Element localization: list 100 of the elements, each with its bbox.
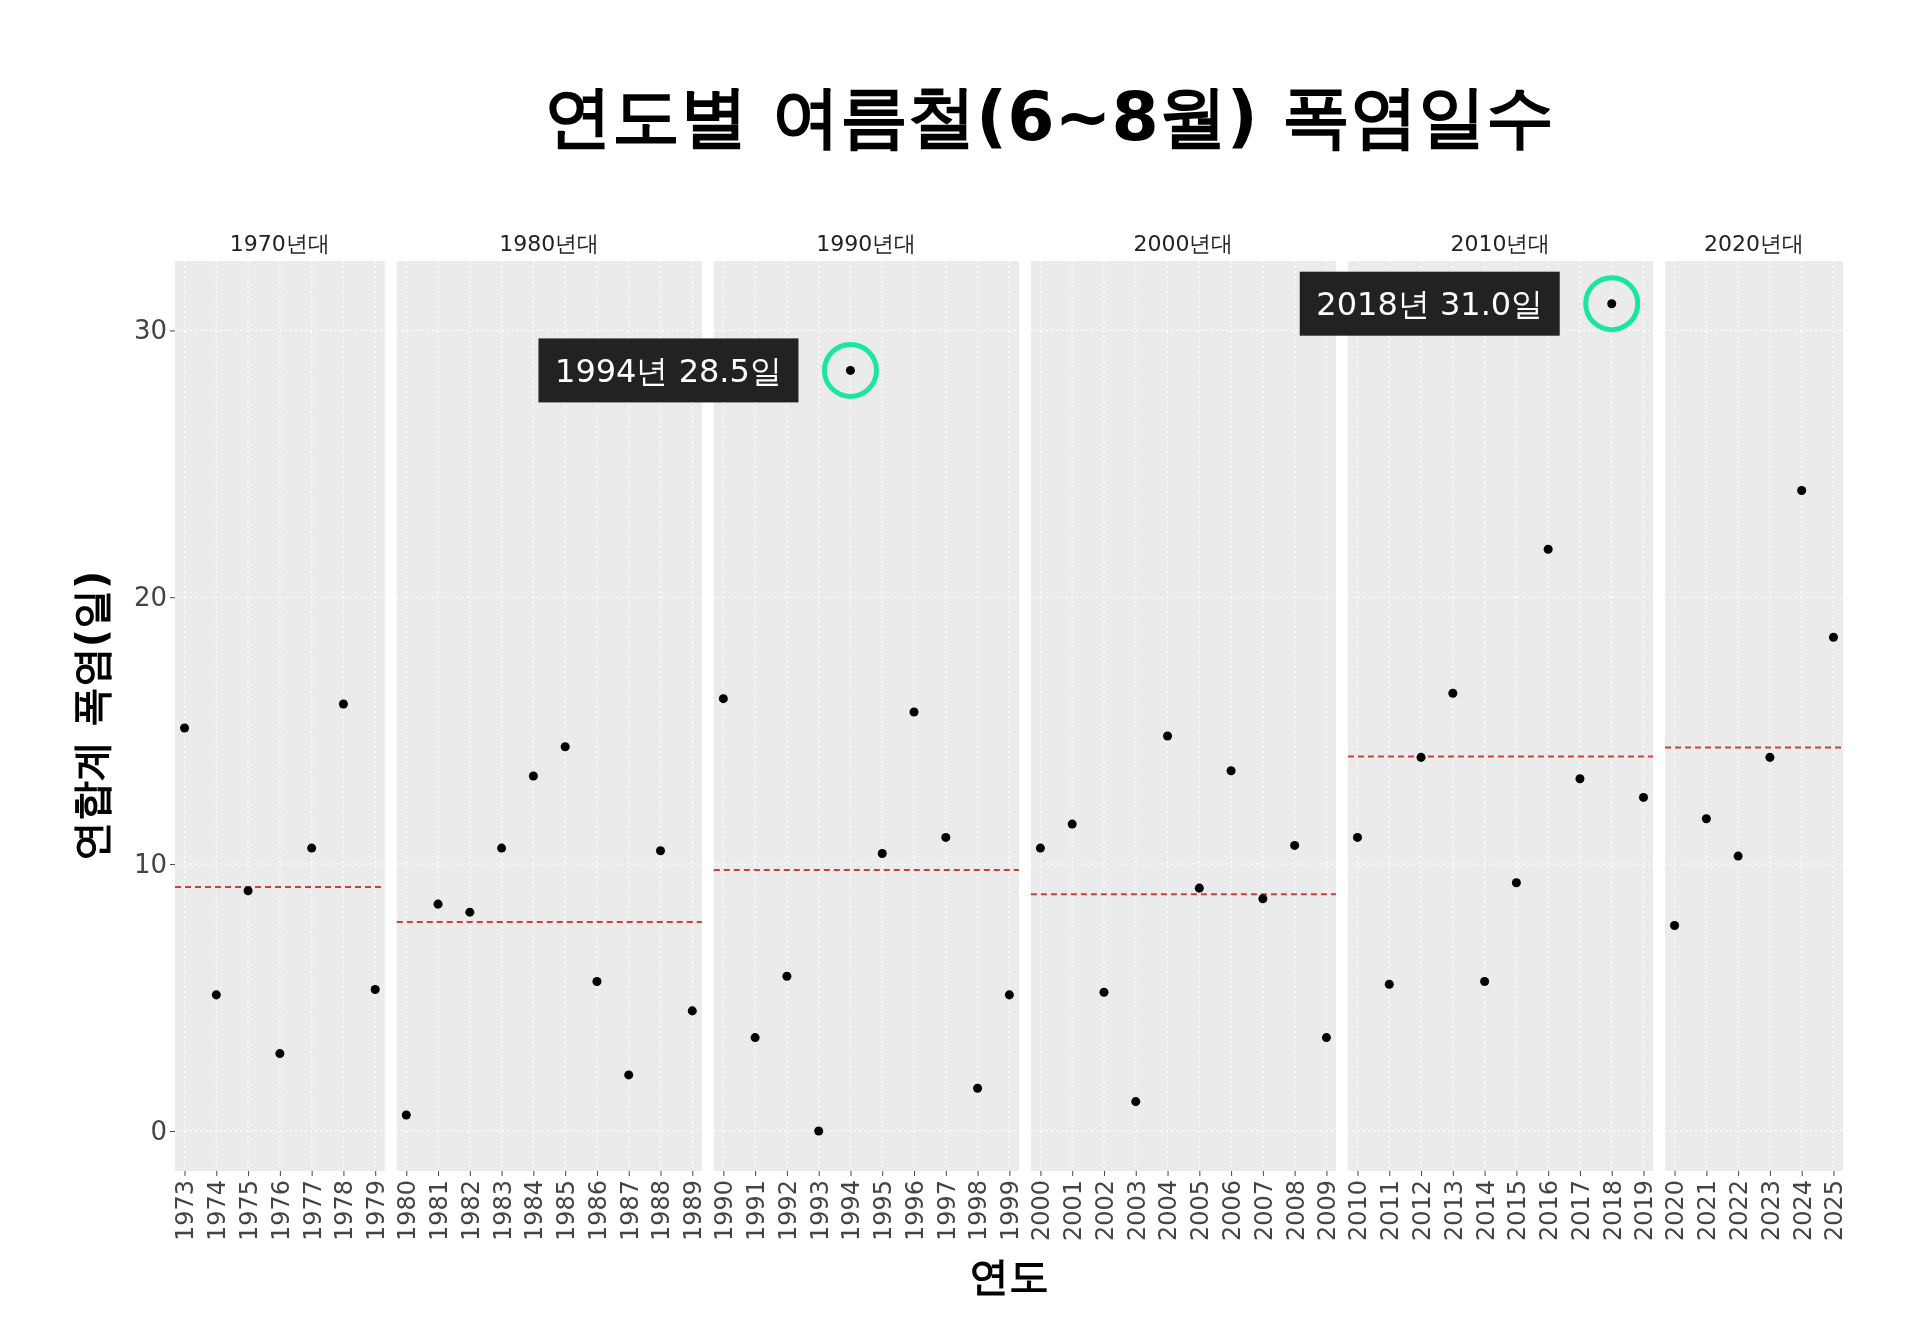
chart-subtitle: 2000년대 xyxy=(1133,231,1234,256)
point xyxy=(1131,1097,1141,1107)
x-tick-label: 1990 xyxy=(710,1180,739,1242)
point xyxy=(941,832,951,842)
point xyxy=(1067,819,1077,829)
point xyxy=(307,843,317,853)
chart-subtitle: 1980년대 xyxy=(499,231,600,256)
point xyxy=(718,694,728,704)
point xyxy=(1194,883,1204,893)
x-tick-label: 1993 xyxy=(805,1180,834,1242)
x-tick-label: 2022 xyxy=(1725,1180,1754,1242)
x-tick-label: 1985 xyxy=(552,1180,581,1242)
x-tick-label: 1986 xyxy=(583,1180,612,1242)
point xyxy=(1448,688,1458,698)
point xyxy=(1797,486,1807,496)
annotation: 1994년 28.5일 xyxy=(555,351,782,390)
point xyxy=(275,1049,285,1059)
chart-subtitle: 1990년대 xyxy=(816,231,917,256)
x-tick-label: 1996 xyxy=(900,1180,929,1242)
point xyxy=(973,1083,983,1093)
x-tick-label: 2021 xyxy=(1693,1180,1722,1242)
x-tick-label: 1988 xyxy=(647,1180,676,1242)
point xyxy=(211,990,221,1000)
x-tick-label: 2013 xyxy=(1439,1180,1468,1242)
x-tick-label: 2005 xyxy=(1186,1180,1215,1242)
y-tick-label: 20 xyxy=(133,582,167,613)
x-tick-label: 2004 xyxy=(1154,1180,1183,1242)
point xyxy=(814,1126,824,1136)
x-tick-label: 2008 xyxy=(1281,1180,1310,1242)
x-tick-label: 1987 xyxy=(615,1180,644,1242)
x-tick-label: 1995 xyxy=(869,1180,898,1242)
x-tick-label: 2016 xyxy=(1535,1180,1564,1242)
x-tick-label: 1994 xyxy=(837,1180,866,1242)
x-tick-label: 1998 xyxy=(964,1180,993,1242)
x-tick-label: 2011 xyxy=(1376,1180,1405,1242)
x-tick-label: 1979 xyxy=(362,1180,391,1242)
y-tick-label: 30 xyxy=(133,315,167,346)
point xyxy=(1226,766,1236,776)
point xyxy=(909,707,919,717)
point xyxy=(1511,878,1521,888)
point xyxy=(1480,977,1490,987)
x-tick-label: 2000 xyxy=(1027,1180,1056,1242)
annotation: 2018년 31.0일 xyxy=(1316,284,1544,323)
point xyxy=(1035,843,1045,853)
point xyxy=(1575,774,1585,784)
x-tick-label: 2007 xyxy=(1249,1180,1278,1242)
y-tick-label: 0 xyxy=(150,1115,167,1146)
x-tick-label: 1981 xyxy=(424,1180,453,1242)
point xyxy=(338,699,348,709)
x-tick-label: 2017 xyxy=(1566,1180,1595,1242)
x-tick-label: 2020 xyxy=(1661,1180,1690,1242)
point xyxy=(687,1006,697,1016)
point xyxy=(624,1070,634,1080)
x-tick-label: 1984 xyxy=(520,1180,549,1242)
x-tick-label: 2018 xyxy=(1598,1180,1627,1242)
text: 연도 xyxy=(969,1253,1049,1299)
x-tick-label: 2019 xyxy=(1630,1180,1659,1242)
x-tick-label: 2009 xyxy=(1313,1180,1342,1242)
x-tick-label: 2023 xyxy=(1756,1180,1785,1242)
point xyxy=(528,771,538,781)
x-tick-label: 1974 xyxy=(203,1180,232,1242)
x-tick-label: 1976 xyxy=(266,1180,295,1242)
x-tick-label: 1997 xyxy=(932,1180,961,1242)
x-tick-label: 2010 xyxy=(1344,1180,1373,1242)
point xyxy=(592,977,602,987)
point xyxy=(1290,840,1300,850)
x-tick-label: 1973 xyxy=(171,1180,200,1242)
y-axis-title: 연합계 폭염(일) xyxy=(68,570,114,862)
text: 연도별 여름철(6~8월) 폭염일수 xyxy=(544,77,1554,156)
y-tick-label: 10 xyxy=(133,848,167,879)
x-tick-label: 1991 xyxy=(742,1180,771,1242)
x-tick-label: 1999 xyxy=(996,1180,1025,1242)
point xyxy=(782,971,792,981)
point xyxy=(1733,851,1743,861)
x-tick-label: 1980 xyxy=(393,1180,422,1242)
point xyxy=(497,843,507,853)
point xyxy=(1321,1033,1331,1043)
x-tick-label: 2001 xyxy=(1059,1180,1088,1242)
point xyxy=(1670,920,1680,930)
x-tick-label: 2003 xyxy=(1122,1180,1151,1242)
x-tick-label: 2014 xyxy=(1471,1180,1500,1242)
point xyxy=(877,848,887,858)
point xyxy=(750,1033,760,1043)
point xyxy=(560,742,570,752)
point xyxy=(370,985,380,995)
x-tick-label: 2006 xyxy=(1217,1180,1246,1242)
point xyxy=(1828,632,1838,642)
x-tick-label: 2025 xyxy=(1820,1180,1849,1242)
x-tick-label: 1975 xyxy=(234,1180,263,1242)
point xyxy=(433,899,443,909)
x-tick-label: 1989 xyxy=(679,1180,708,1242)
point xyxy=(1099,987,1109,997)
point xyxy=(1163,731,1173,741)
point xyxy=(1352,832,1363,842)
chart-subtitle: 1970년대 xyxy=(229,231,330,256)
x-tick-label: 2012 xyxy=(1407,1180,1436,1242)
point xyxy=(655,846,666,856)
point xyxy=(1543,544,1553,554)
point xyxy=(1416,752,1426,762)
x-tick-label: 2002 xyxy=(1090,1180,1119,1242)
